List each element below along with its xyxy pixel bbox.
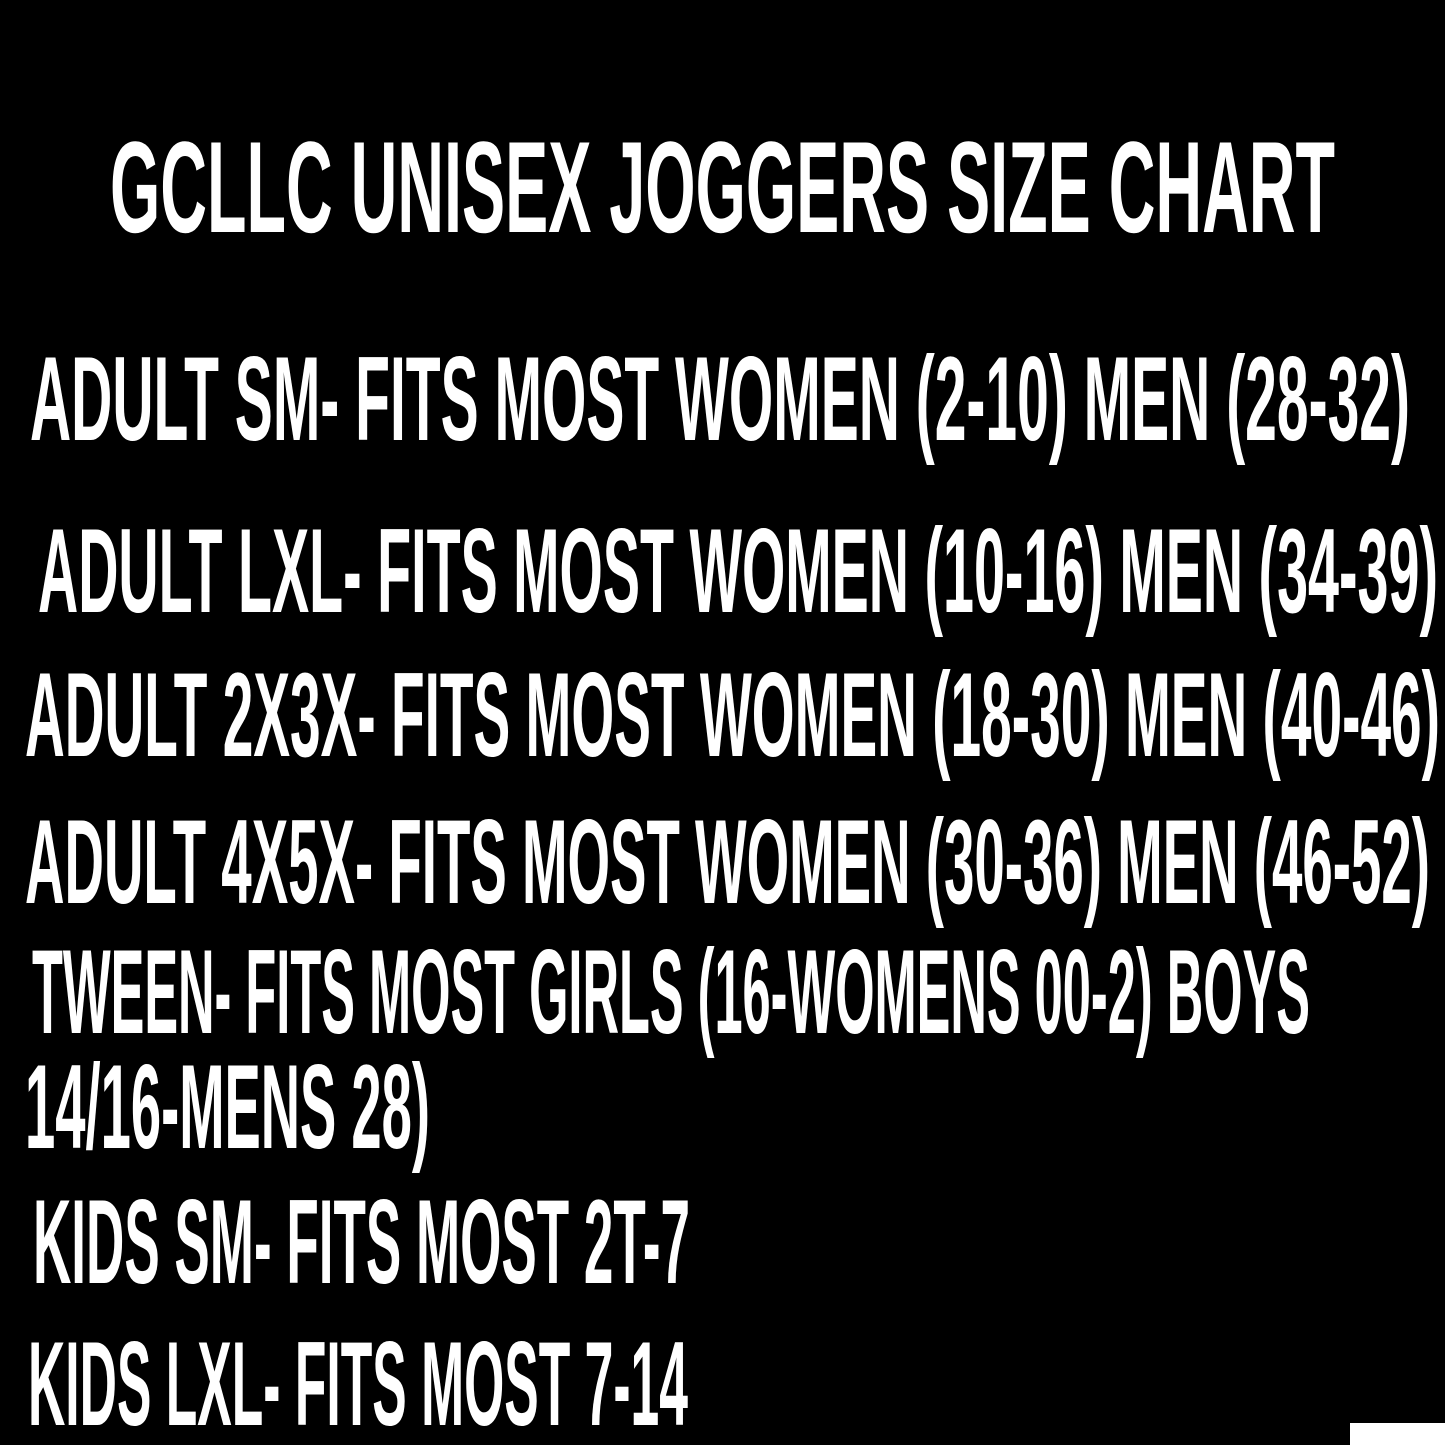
size-line-kids-sm: KIDS SM- FITS MOST 2T-7 <box>33 1175 690 1309</box>
bottom-right-white-patch <box>1350 1423 1445 1445</box>
size-line-adult-2x3x: ADULT 2X3X- FITS MOST WOMEN (18-30) MEN … <box>25 648 1440 782</box>
size-line-adult-4x5x: ADULT 4X5X- FITS MOST WOMEN (30-36) MEN … <box>25 795 1430 929</box>
size-line-tween-continued: 14/16-MENS 28) <box>25 1040 430 1174</box>
size-line-adult-sm: ADULT SM- FITS MOST WOMEN (2-10) MEN (28… <box>30 332 1410 466</box>
size-line-tween: TWEEN- FITS MOST GIRLS (16-WOMENS 00-2) … <box>32 925 1310 1059</box>
size-line-kids-lxl: KIDS LXL- FITS MOST 7-14 <box>28 1317 688 1445</box>
size-line-adult-lxl: ADULT LXL- FITS MOST WOMEN (10-16) MEN (… <box>38 504 1438 638</box>
size-chart-title: GCLLC UNISEX JOGGERS SIZE CHART <box>110 114 1335 260</box>
